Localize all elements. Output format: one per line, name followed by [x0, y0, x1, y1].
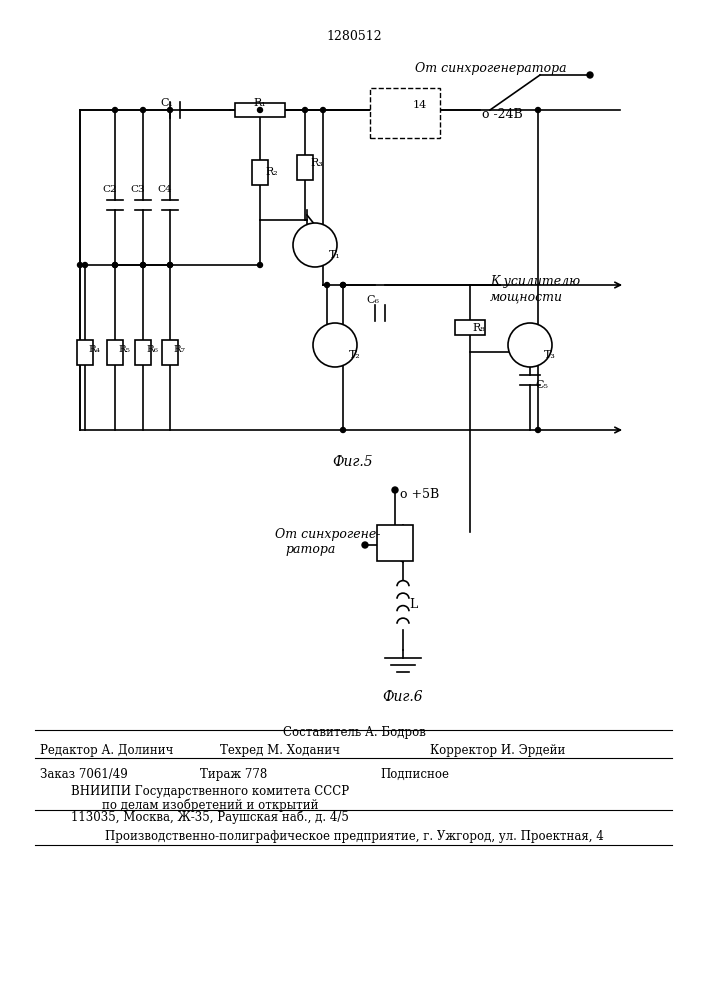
Circle shape	[168, 262, 173, 267]
Bar	[77, 340, 93, 365]
Text: R₄: R₄	[88, 345, 100, 354]
Circle shape	[112, 262, 117, 267]
Text: С2: С2	[103, 185, 117, 194]
Circle shape	[112, 262, 117, 267]
Bar	[162, 340, 178, 365]
Text: R₁: R₁	[254, 98, 267, 108]
Text: R₃: R₃	[310, 158, 323, 168]
Text: Подписное: Подписное	[380, 768, 449, 781]
Text: R₈: R₈	[472, 323, 484, 333]
Circle shape	[168, 107, 173, 112]
Text: Фиг.5: Фиг.5	[333, 455, 373, 469]
Text: С₆: С₆	[366, 295, 380, 305]
Text: мощности: мощности	[490, 290, 563, 303]
Text: R₅: R₅	[118, 345, 130, 354]
Text: От синхрогенератора: От синхрогенератора	[415, 62, 566, 75]
Text: L: L	[409, 598, 417, 611]
Text: С₁: С₁	[160, 98, 173, 108]
Text: Фиг.6: Фиг.6	[382, 690, 423, 704]
Bar	[377, 525, 413, 561]
Text: Тираж 778: Тираж 778	[200, 768, 267, 781]
Bar	[455, 320, 485, 335]
Text: по делам изобретений и открытий: по делам изобретений и открытий	[102, 798, 318, 812]
Bar	[370, 88, 440, 138]
Bar	[297, 155, 313, 180]
Circle shape	[341, 282, 346, 288]
Circle shape	[508, 323, 552, 367]
Circle shape	[303, 107, 308, 112]
Circle shape	[325, 282, 329, 288]
Text: T₁: T₁	[329, 250, 341, 260]
Bar	[107, 340, 123, 365]
Bar	[252, 160, 268, 185]
Text: 14: 14	[413, 100, 427, 110]
Text: От синхрогене-: От синхрогене-	[275, 528, 380, 541]
Text: К усилителю: К усилителю	[490, 275, 580, 288]
Circle shape	[320, 107, 325, 112]
Circle shape	[535, 428, 540, 432]
Text: С4: С4	[158, 185, 173, 194]
Circle shape	[341, 282, 346, 288]
Text: ратора: ратора	[285, 543, 335, 556]
Text: 1280512: 1280512	[326, 30, 382, 43]
Circle shape	[112, 107, 117, 112]
Bar	[235, 103, 285, 117]
Text: Составитель А. Бодров: Составитель А. Бодров	[283, 726, 426, 739]
Text: Техред М. Ходанич: Техред М. Ходанич	[220, 744, 340, 757]
Circle shape	[141, 262, 146, 267]
Circle shape	[257, 262, 262, 267]
Text: Редактор А. Долинич: Редактор А. Долинич	[40, 744, 173, 757]
Circle shape	[313, 323, 357, 367]
Circle shape	[141, 262, 146, 267]
Circle shape	[362, 542, 368, 548]
Circle shape	[78, 262, 83, 267]
Text: Производственно-полиграфическое предприятие, г. Ужгород, ул. Проектная, 4: Производственно-полиграфическое предприя…	[105, 830, 603, 843]
Text: ВНИИПИ Государственного комитета СССР: ВНИИПИ Государственного комитета СССР	[71, 785, 349, 798]
Circle shape	[392, 487, 398, 493]
Circle shape	[535, 107, 540, 112]
Text: С₅: С₅	[535, 380, 548, 390]
Bar	[135, 340, 151, 365]
Text: R₇: R₇	[173, 345, 185, 354]
Text: R₆: R₆	[146, 345, 158, 354]
Text: о -24В: о -24В	[482, 107, 522, 120]
Circle shape	[587, 72, 593, 78]
Circle shape	[293, 223, 337, 267]
Circle shape	[141, 107, 146, 112]
Circle shape	[341, 428, 346, 432]
Text: Корректор И. Эрдейи: Корректор И. Эрдейи	[430, 744, 566, 757]
Circle shape	[257, 107, 262, 112]
Text: С3: С3	[131, 185, 146, 194]
Text: о +5В: о +5В	[400, 488, 439, 501]
Circle shape	[83, 262, 88, 267]
Text: Заказ 7061/49: Заказ 7061/49	[40, 768, 128, 781]
Text: T₃: T₃	[544, 350, 556, 360]
Circle shape	[168, 262, 173, 267]
Text: R₂: R₂	[265, 167, 278, 177]
Text: T₂: T₂	[349, 350, 361, 360]
Text: 113035, Москва, Ж-35, Раушская наб., д. 4/5: 113035, Москва, Ж-35, Раушская наб., д. …	[71, 811, 349, 824]
